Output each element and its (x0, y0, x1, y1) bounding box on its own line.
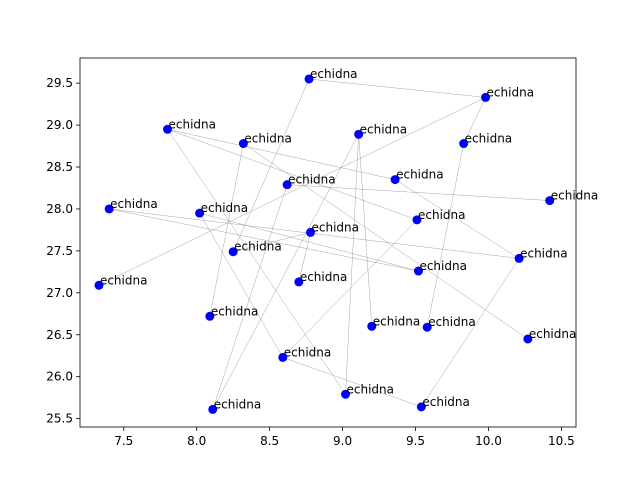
edge-line (232, 78, 310, 252)
edge-line (421, 258, 520, 408)
y-tick-label: 29.5 (46, 76, 73, 90)
x-tick-label: 9.0 (333, 434, 352, 448)
point-label: echidna (100, 273, 148, 287)
y-tick-label: 25.5 (46, 412, 73, 426)
x-tick-label: 7.5 (114, 434, 133, 448)
point-label: echidna (419, 259, 467, 273)
edge-line (212, 134, 359, 410)
point-labels-layer: echidna echidna echidna echidna echidna echid… (100, 67, 598, 411)
data-point (422, 322, 432, 332)
edge-line (463, 97, 486, 144)
data-point (208, 404, 218, 414)
data-point (282, 180, 292, 190)
y-tick-label: 28.0 (46, 202, 73, 216)
point-label: echidna (465, 132, 513, 146)
data-point (354, 129, 364, 139)
point-label: echidna (520, 246, 568, 260)
point-label: echidna (214, 397, 261, 411)
edge-line (199, 212, 419, 272)
point-label: echidna (487, 85, 535, 99)
point-label: echidna (347, 382, 395, 396)
edge-line (394, 179, 520, 259)
data-point (305, 227, 315, 237)
point-label: echidna (428, 315, 476, 329)
point-label: echidna (110, 197, 158, 211)
point-label: echidna (360, 122, 408, 136)
data-point (341, 389, 351, 399)
data-point (413, 266, 423, 276)
edge-line (282, 357, 422, 408)
edge-line (209, 143, 244, 317)
point-label: echidna (234, 240, 281, 254)
point-label: echidna (288, 173, 336, 187)
x-axis: 7.5 8.0 8.5 9.0 9.5 10.0 10.5 (114, 427, 575, 448)
edge-line (167, 129, 346, 395)
y-tick-label: 26.5 (46, 328, 73, 342)
edge-line (358, 134, 373, 327)
data-point (514, 253, 524, 263)
point-label: echidna (244, 132, 292, 146)
data-point (416, 402, 426, 412)
point-label: echidna (396, 168, 444, 182)
point-label: echidna (311, 220, 359, 234)
data-point (163, 124, 173, 134)
point-label: echidna (201, 201, 249, 215)
edge-line (298, 232, 311, 282)
edge-line (167, 129, 396, 180)
point-label: echidna (422, 395, 470, 409)
point-label: echidna (284, 345, 332, 359)
edge-line (167, 129, 418, 221)
x-tick-label: 10.0 (475, 434, 502, 448)
edge-line (98, 97, 486, 286)
edge-line (426, 143, 464, 328)
edge-line (233, 232, 311, 252)
data-point (294, 277, 304, 287)
data-point (238, 139, 248, 149)
data-point (228, 247, 238, 257)
data-point (278, 352, 288, 362)
edge-line (243, 143, 529, 340)
edge-line (309, 78, 486, 98)
point-label: echidna (169, 117, 217, 131)
edge-line (109, 208, 419, 272)
data-point (459, 139, 469, 149)
edge-line (345, 134, 359, 395)
data-point (104, 204, 114, 214)
point-label: echidna (373, 314, 421, 328)
edge-line (282, 219, 418, 358)
data-point (94, 280, 104, 290)
x-tick-label: 8.5 (260, 434, 279, 448)
plot-frame (79, 57, 577, 428)
data-point (481, 92, 491, 102)
x-tick-label: 8.0 (187, 434, 206, 448)
data-point (304, 74, 314, 84)
x-tick-label: 9.5 (406, 434, 425, 448)
data-point (412, 215, 422, 225)
data-point (367, 321, 377, 331)
y-tick-label: 28.5 (46, 160, 73, 174)
point-label: echidna (310, 67, 358, 81)
edge-line (199, 213, 283, 358)
points-layer (94, 74, 555, 414)
point-label: echidna (551, 189, 599, 203)
edge-line (287, 184, 550, 201)
y-axis: 25.5 26.0 26.5 27.0 27.5 28.0 28.5 29.0 29.5 (46, 76, 80, 426)
data-point (205, 311, 215, 321)
point-label: echidna (211, 304, 259, 318)
data-point (390, 175, 400, 185)
data-point (545, 196, 555, 206)
point-label: echidna (418, 208, 466, 222)
data-point (195, 208, 205, 218)
x-tick-label: 10.5 (548, 434, 575, 448)
y-tick-label: 29.0 (46, 118, 73, 132)
y-tick-label: 26.0 (46, 370, 73, 384)
point-label: echidna (300, 270, 348, 284)
y-tick-label: 27.0 (46, 286, 73, 300)
data-point (523, 334, 533, 344)
point-label: echidna (529, 327, 577, 341)
edge-line (212, 184, 288, 410)
y-tick-label: 27.5 (46, 244, 73, 258)
